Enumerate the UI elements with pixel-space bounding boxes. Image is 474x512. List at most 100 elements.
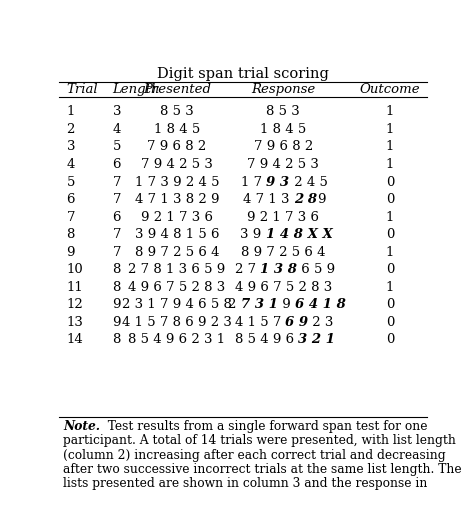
- Text: 9: 9: [112, 316, 121, 329]
- Text: 6 9: 6 9: [285, 316, 309, 329]
- Text: 9: 9: [278, 298, 295, 311]
- Text: 0: 0: [386, 263, 394, 276]
- Text: 4 9 6 7 5 2 8 3: 4 9 6 7 5 2 8 3: [128, 281, 226, 294]
- Text: 7 9 6 8 2: 7 9 6 8 2: [147, 140, 207, 154]
- Text: 8 5 4 9 6 3 2 1: 8 5 4 9 6 3 2 1: [235, 333, 332, 347]
- Text: Presented: Presented: [143, 83, 211, 96]
- Text: 2 4 5: 2 4 5: [290, 176, 328, 188]
- Text: 4 9 6 7 5 2 8 3: 4 9 6 7 5 2 8 3: [235, 281, 332, 294]
- Text: 2 3: 2 3: [309, 316, 334, 329]
- Text: 4 1 5 7: 4 1 5 7: [235, 316, 285, 329]
- Text: 7 9 4 2 5 3: 7 9 4 2 5 3: [247, 158, 319, 171]
- Text: 0: 0: [386, 298, 394, 311]
- Text: Test results from a single forward span test for one: Test results from a single forward span …: [100, 420, 428, 433]
- Text: 14: 14: [66, 333, 83, 347]
- Text: 7: 7: [66, 210, 75, 224]
- Text: 6: 6: [112, 210, 121, 224]
- Text: 1 4 8 X X: 1 4 8 X X: [265, 228, 332, 241]
- Text: 3 9: 3 9: [240, 228, 265, 241]
- Text: 1: 1: [386, 140, 394, 154]
- Text: lists presented are shown in column 3 and the response in: lists presented are shown in column 3 an…: [63, 477, 427, 490]
- Text: 0: 0: [386, 176, 394, 188]
- Text: 2 7 8 1 3 6 5 9: 2 7 8 1 3 6 5 9: [128, 263, 226, 276]
- Text: 3 9 4 8 1 5 6: 3 9 4 8 1 5 6: [135, 228, 219, 241]
- Text: 2 7 3 1 9 6 4 1 8: 2 7 3 1 9 6 4 1 8: [228, 298, 338, 311]
- Text: 4 1 5 7 6 9 2 3: 4 1 5 7 6 9 2 3: [235, 316, 332, 329]
- Text: 8 5 3: 8 5 3: [160, 105, 194, 118]
- Text: 6 4 1 8: 6 4 1 8: [295, 298, 346, 311]
- Text: 0: 0: [386, 193, 394, 206]
- Text: 10: 10: [66, 263, 83, 276]
- Text: 7 9 6 8 2: 7 9 6 8 2: [254, 140, 313, 154]
- Text: Response: Response: [251, 83, 316, 96]
- Text: 1: 1: [386, 210, 394, 224]
- Text: 6 5 9: 6 5 9: [297, 263, 335, 276]
- Text: 7 9 4 2 5 3: 7 9 4 2 5 3: [141, 158, 213, 171]
- Text: Digit span trial scoring: Digit span trial scoring: [157, 67, 329, 81]
- Text: 2: 2: [66, 123, 75, 136]
- Text: 12: 12: [66, 298, 83, 311]
- Text: 7: 7: [112, 176, 121, 188]
- Text: 8 9 7 2 5 6 4: 8 9 7 2 5 6 4: [241, 246, 326, 259]
- Text: 9: 9: [317, 193, 326, 206]
- Text: 1: 1: [386, 105, 394, 118]
- Text: (column 2) increasing after each correct trial and decreasing: (column 2) increasing after each correct…: [63, 449, 446, 462]
- Text: 7 9 6 8 2: 7 9 6 8 2: [254, 140, 313, 154]
- Text: 1 8 4 5: 1 8 4 5: [260, 123, 307, 136]
- Text: 7 3 1: 7 3 1: [241, 298, 278, 311]
- Text: 1: 1: [386, 123, 394, 136]
- Text: 8 5 3: 8 5 3: [266, 105, 300, 118]
- Text: 0: 0: [386, 316, 394, 329]
- Text: 9 2 1 7 3 6: 9 2 1 7 3 6: [247, 210, 319, 224]
- Text: 1 8 4 5: 1 8 4 5: [260, 123, 307, 136]
- Text: 4 7 1 3 2 89: 4 7 1 3 2 89: [243, 193, 323, 206]
- Text: Note.: Note.: [63, 420, 100, 433]
- Text: 2: 2: [228, 298, 241, 311]
- Text: 0: 0: [386, 333, 394, 347]
- Text: after two successive incorrect trials at the same list length. The: after two successive incorrect trials at…: [63, 463, 462, 476]
- Text: 3: 3: [112, 105, 121, 118]
- Text: 8: 8: [66, 228, 75, 241]
- Text: 13: 13: [66, 316, 83, 329]
- Text: 1 8 4 5: 1 8 4 5: [154, 123, 200, 136]
- Text: 4 7 1 3: 4 7 1 3: [243, 193, 294, 206]
- Text: 4: 4: [112, 123, 121, 136]
- Text: 9 2 1 7 3 6: 9 2 1 7 3 6: [247, 210, 319, 224]
- Text: 11: 11: [66, 281, 83, 294]
- Text: Trial: Trial: [66, 83, 98, 96]
- Text: 7: 7: [112, 228, 121, 241]
- Text: 3 2 1: 3 2 1: [298, 333, 335, 347]
- Text: 8: 8: [112, 333, 121, 347]
- Text: Outcome: Outcome: [360, 83, 420, 96]
- Text: 5: 5: [66, 176, 75, 188]
- Text: 8 5 3: 8 5 3: [266, 105, 300, 118]
- Text: 2 3 1 7 9 4 6 5 8: 2 3 1 7 9 4 6 5 8: [122, 298, 232, 311]
- Text: 2 8: 2 8: [294, 193, 317, 206]
- Text: 9: 9: [66, 246, 75, 259]
- Text: 6: 6: [66, 193, 75, 206]
- Text: 8 5 4 9 6 2 3 1: 8 5 4 9 6 2 3 1: [128, 333, 225, 347]
- Text: 3: 3: [66, 140, 75, 154]
- Text: 3 9 1 4 8 X X: 3 9 1 4 8 X X: [240, 228, 327, 241]
- Text: 2 7 1 3 8 6 5 9: 2 7 1 3 8 6 5 9: [235, 263, 332, 276]
- Text: 1 7: 1 7: [241, 176, 266, 188]
- Text: 1: 1: [386, 281, 394, 294]
- Text: 4 9 6 7 5 2 8 3: 4 9 6 7 5 2 8 3: [235, 281, 332, 294]
- Text: 4: 4: [66, 158, 75, 171]
- Text: 8 9 7 2 5 6 4: 8 9 7 2 5 6 4: [241, 246, 326, 259]
- Text: 1: 1: [386, 246, 394, 259]
- Text: 1 7 9 3 2 4 5: 1 7 9 3 2 4 5: [241, 176, 326, 188]
- Text: 1 3 8: 1 3 8: [260, 263, 297, 276]
- Text: 8 5 4 9 6: 8 5 4 9 6: [235, 333, 298, 347]
- Text: 6: 6: [112, 158, 121, 171]
- Text: 7 9 4 2 5 3: 7 9 4 2 5 3: [247, 158, 319, 171]
- Text: 1: 1: [66, 105, 75, 118]
- Text: 2 7: 2 7: [235, 263, 260, 276]
- Text: 9 2 1 7 3 6: 9 2 1 7 3 6: [141, 210, 213, 224]
- Text: 7: 7: [112, 246, 121, 259]
- Text: 8: 8: [112, 281, 121, 294]
- Text: 4 7 1 3 8 2 9: 4 7 1 3 8 2 9: [135, 193, 219, 206]
- Text: 1 7 3 9 2 4 5: 1 7 3 9 2 4 5: [135, 176, 219, 188]
- Text: 7: 7: [112, 193, 121, 206]
- Text: 4 1 5 7 8 6 9 2 3: 4 1 5 7 8 6 9 2 3: [122, 316, 232, 329]
